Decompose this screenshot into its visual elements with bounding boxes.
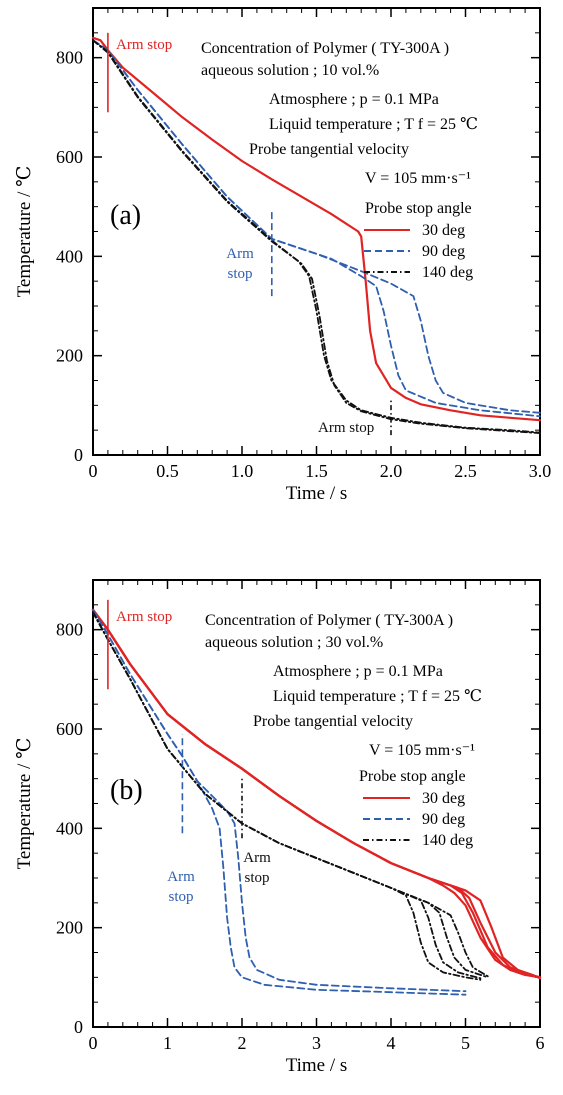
annotation-line: V = 105 mm·s⁻¹: [369, 742, 475, 759]
arm-stop-label-line: Arm: [243, 850, 271, 866]
annotation-line: Liquid temperature ; T f = 25 ℃: [273, 688, 482, 705]
arm-stop-label-line: Arm stop: [318, 420, 374, 436]
panel-label: (b): [110, 775, 143, 806]
arm-stop-label-line: Arm: [226, 246, 254, 262]
annotation-line: Probe tangential velocity: [253, 713, 413, 730]
arm-stop-label: Arm stop: [116, 37, 172, 53]
y-tick-label: 0: [74, 1017, 83, 1037]
annotation-line: Concentration of Polymer ( TY-300A ): [205, 612, 453, 629]
x-axis-title: Time / s: [286, 1055, 348, 1076]
arm-stop-label: Arm stop: [243, 850, 271, 886]
annotation-line: aqueous solution ; 30 vol.%: [205, 634, 383, 651]
x-tick-label: 0: [89, 1033, 98, 1053]
series-line-30-deg: [91, 608, 542, 980]
annotation-line: Atmosphere ; p = 0.1 MPa: [273, 663, 443, 680]
chart-panel-b: 0 1 2 3 4 5 6 0 200 400 600 800 Time / s Temperature …: [14, 579, 545, 1076]
y-tick-label: 600: [56, 147, 83, 167]
y-tick-label: 400: [56, 246, 83, 266]
x-axis-title: Time / s: [286, 483, 348, 504]
x-tick-label: 2: [238, 1033, 247, 1053]
annotation-line: Liquid temperature ; T f = 25 ℃: [269, 116, 478, 133]
arm-stop-label: Arm stop: [167, 869, 195, 905]
chart-panel-a: 0 0.5 1.0 1.5 2.0 2.5 3.0 0 200 400 600 800 Time / s…: [14, 7, 552, 504]
x-tick-label: 0: [89, 461, 98, 481]
x-tick-label: 4: [387, 1033, 396, 1053]
arm-stop-label-line: Arm stop: [116, 609, 172, 625]
arm-stop-label-line: stop: [227, 266, 252, 282]
x-tick-label: 2.0: [380, 461, 403, 481]
y-tick-label: 0: [74, 445, 83, 465]
arm-stop-label: Arm stop: [116, 609, 172, 625]
legend-label: 30 deg: [422, 222, 465, 239]
y-tick-label: 800: [56, 620, 83, 640]
y-tick-label: 800: [56, 48, 83, 68]
legend-title: Probe stop angle: [359, 768, 466, 785]
legend-label: 30 deg: [422, 790, 465, 807]
y-tick-label: 400: [56, 818, 83, 838]
annotation-line: aqueous solution ; 10 vol.%: [201, 62, 379, 79]
x-tick-label: 1.0: [231, 461, 254, 481]
x-tick-label: 5: [461, 1033, 470, 1053]
arm-stop-label-line: Arm stop: [116, 37, 172, 53]
x-tick-label: 1.5: [305, 461, 328, 481]
legend-label: 140 deg: [422, 832, 473, 849]
series-line-140-deg: [92, 39, 541, 434]
annotation-line: Concentration of Polymer ( TY-300A ): [201, 40, 449, 57]
arm-stop-label: Arm stop: [318, 420, 374, 436]
x-tick-label: 2.5: [454, 461, 477, 481]
y-axis-title: Temperature / ℃: [14, 166, 35, 298]
arm-stop-label-line: stop: [168, 889, 193, 905]
x-tick-label: 1: [163, 1033, 172, 1053]
x-tick-label: 3: [312, 1033, 321, 1053]
series-line-30-deg: [91, 36, 542, 422]
y-tick-label: 200: [56, 918, 83, 938]
arm-stop-label-line: Arm: [167, 869, 195, 885]
y-tick-label: 200: [56, 346, 83, 366]
legend-label: 90 deg: [422, 811, 465, 828]
series-line-90-deg: [92, 608, 467, 993]
annotation-line: V = 105 mm·s⁻¹: [365, 170, 471, 187]
series-line-140-deg: [92, 611, 489, 978]
x-tick-label: 6: [536, 1033, 545, 1053]
legend-label: 140 deg: [422, 264, 473, 281]
x-tick-label: 3.0: [529, 461, 552, 481]
x-tick-label: 0.5: [156, 461, 179, 481]
legend-title: Probe stop angle: [365, 200, 472, 217]
panel-label: (a): [110, 200, 141, 231]
arm-stop-label-line: stop: [244, 870, 269, 886]
y-axis-title: Temperature / ℃: [14, 738, 35, 870]
legend-label: 90 deg: [422, 243, 465, 260]
annotation-line: Atmosphere ; p = 0.1 MPa: [269, 91, 439, 108]
arm-stop-label: Arm stop: [226, 246, 254, 282]
series-line-90-deg: [92, 39, 541, 414]
annotation-line: Probe tangential velocity: [249, 141, 409, 158]
y-tick-label: 600: [56, 719, 83, 739]
